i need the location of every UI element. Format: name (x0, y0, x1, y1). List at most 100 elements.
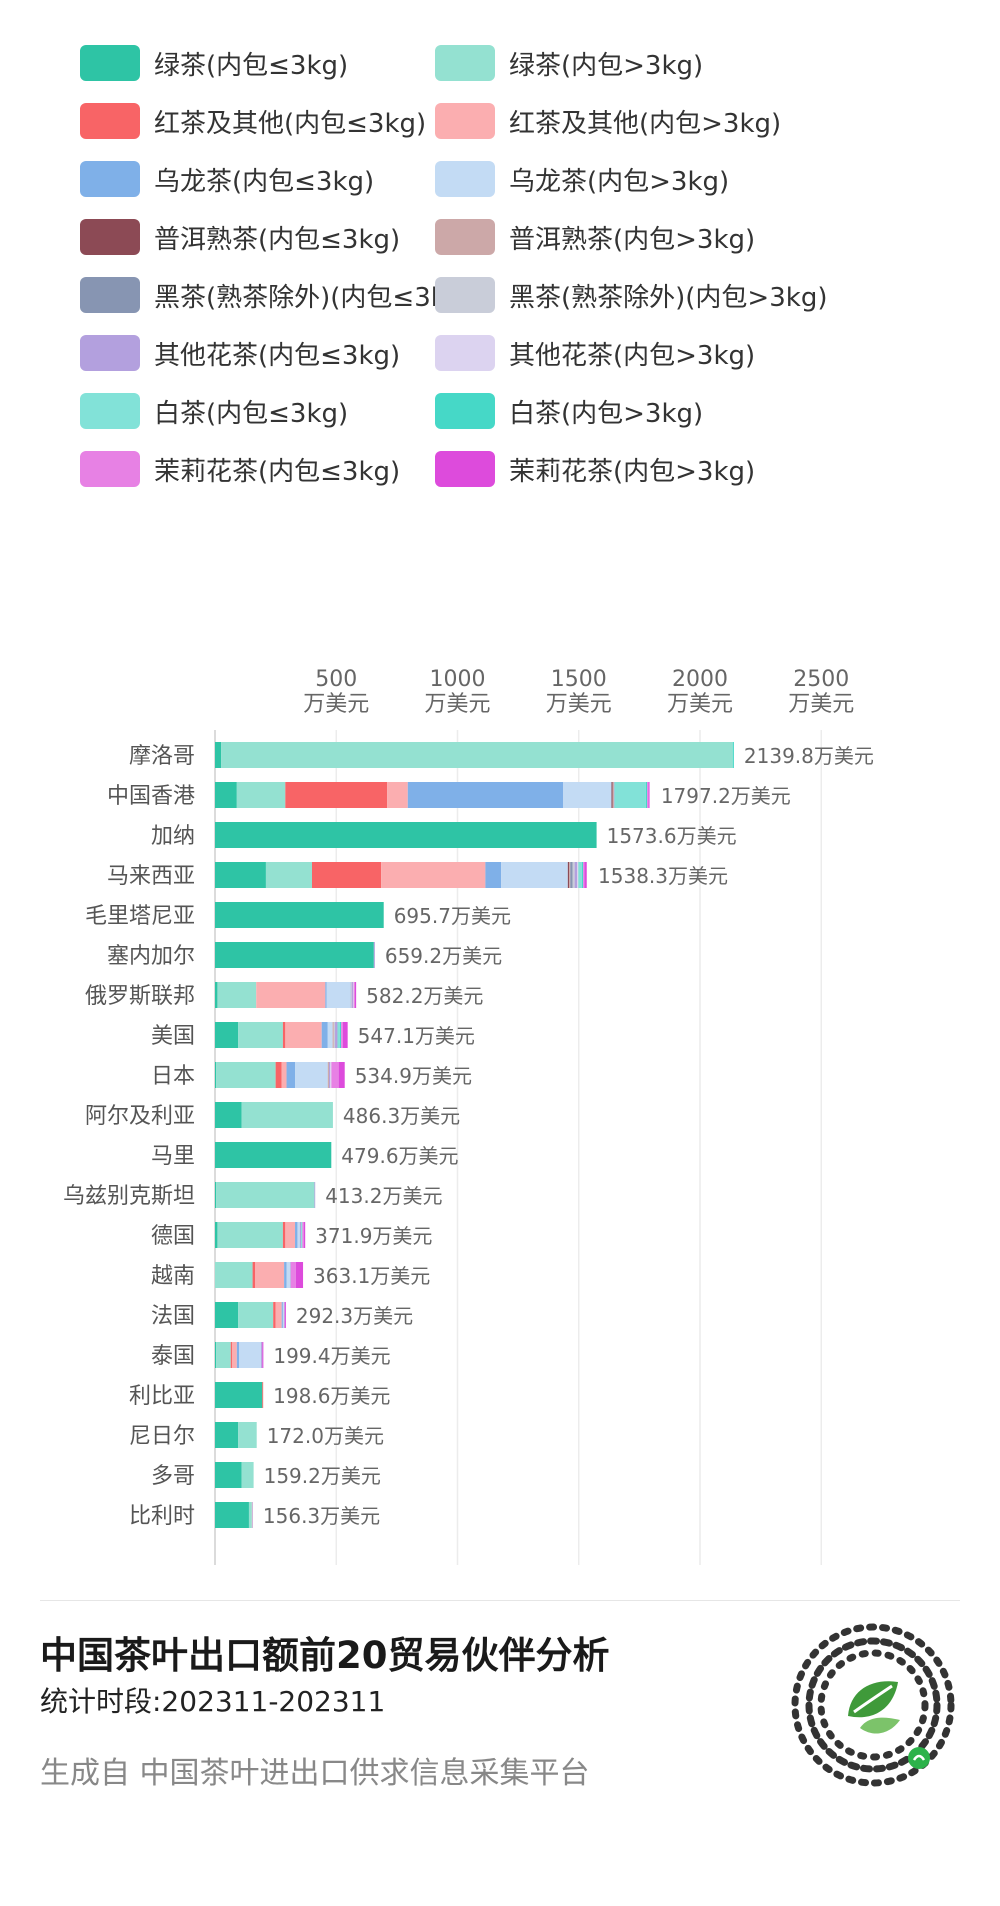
bar-segment (299, 1222, 302, 1248)
bar-segment (647, 782, 649, 808)
bar-segment (215, 862, 266, 888)
bar-segment (262, 1382, 264, 1408)
bar-segment (236, 1342, 240, 1368)
bar-segment (255, 1262, 285, 1288)
source-note: 生成自 中国茶叶进出口供求信息采集平台 (40, 1756, 590, 1791)
value-label: 2139.8万美元 (744, 744, 874, 768)
category-label: 俄罗斯联邦 (85, 984, 195, 1009)
bar-segment (567, 862, 570, 888)
legend-label: 红茶及其他(内包≤3kg) (154, 108, 427, 139)
value-label: 371.9万美元 (315, 1224, 432, 1248)
bar-segment (333, 1022, 336, 1048)
bar-segment (353, 982, 355, 1008)
x-tick-unit: 万美元 (424, 692, 490, 717)
bar-segment (581, 862, 584, 888)
x-tick-label: 1500 (551, 667, 607, 692)
bar-segment (241, 1462, 254, 1488)
value-label: 582.2万美元 (366, 984, 483, 1008)
bar-segment (215, 982, 218, 1008)
legend-item[interactable]: 绿茶(内包≤3kg) (80, 45, 435, 82)
bar-segment (215, 942, 374, 968)
legend-row: 黑茶(熟茶除外)(内包≤3kg) 黑茶(熟茶除外)(内包>3kg) (80, 276, 980, 314)
bar-segment (335, 1022, 338, 1048)
bar-segment (215, 1062, 217, 1088)
legend-item[interactable]: 红茶及其他(内包≤3kg) (80, 103, 435, 140)
bar-segment (215, 1182, 217, 1208)
legend-swatch (435, 335, 495, 371)
bar-segment (282, 1222, 286, 1248)
bar-segment (570, 862, 573, 888)
category-label: 马来西亚 (107, 864, 195, 889)
legend-row: 白茶(内包≤3kg) 白茶(内包>3kg) (80, 392, 980, 430)
legend-item[interactable]: 黑茶(熟茶除外)(内包≤3kg) (80, 277, 472, 314)
legend-item[interactable]: 红茶及其他(内包>3kg) (435, 103, 781, 140)
legend-item[interactable]: 黑茶(熟茶除外)(内包>3kg) (435, 277, 827, 314)
legend-item[interactable]: 其他花茶(内包>3kg) (435, 335, 755, 372)
bar-segment (302, 1222, 304, 1248)
bar-segment (215, 742, 222, 768)
bar-segment (577, 862, 579, 888)
bar-segment (236, 782, 286, 808)
category-label: 加纳 (151, 824, 195, 849)
bar-segment (285, 1022, 322, 1048)
legend-swatch (80, 451, 140, 487)
bar-segment (295, 1062, 328, 1088)
legend-item[interactable]: 乌龙茶(内包≤3kg) (80, 161, 435, 198)
bar-segment (341, 1022, 343, 1048)
value-label: 413.2万美元 (325, 1184, 442, 1208)
legend-label: 茉莉花茶(内包>3kg) (509, 456, 756, 487)
bar-segment (327, 1062, 329, 1088)
bar-segment (338, 1062, 345, 1088)
value-label: 695.7万美元 (394, 904, 511, 928)
chart-legend: 绿茶(内包≤3kg) 绿茶(内包>3kg) 红茶及其他(内包≤3kg) 红茶及其他(内… (80, 44, 980, 508)
bar-segment (215, 1502, 249, 1528)
bar-segment (217, 1222, 283, 1248)
legend-row: 绿茶(内包≤3kg) 绿茶(内包>3kg) (80, 44, 980, 82)
bar-segment (275, 1062, 282, 1088)
bar-segment (290, 1262, 291, 1288)
legend-item[interactable]: 白茶(内包>3kg) (435, 393, 703, 430)
bar-segment (262, 1342, 264, 1368)
legend-item[interactable]: 茉莉花茶(内包>3kg) (435, 451, 755, 488)
legend-item[interactable]: 乌龙茶(内包>3kg) (435, 161, 729, 198)
legend-swatch (435, 451, 495, 487)
legend-swatch (435, 45, 495, 81)
bar-segment (645, 782, 648, 808)
x-tick-label: 1000 (430, 667, 486, 692)
bar-segment (286, 1262, 291, 1288)
legend-swatch (80, 219, 140, 255)
value-label: 292.3万美元 (296, 1304, 413, 1328)
legend-label: 黑茶(熟茶除外)(内包>3kg) (509, 282, 828, 313)
bar-segment (284, 1302, 285, 1328)
bar-segment (216, 1342, 231, 1368)
legend-item[interactable]: 普洱熟茶(内包>3kg) (435, 219, 755, 256)
legend-item[interactable]: 普洱熟茶(内包≤3kg) (80, 219, 435, 256)
stat-period: 统计时段:202311-202311 (40, 1685, 386, 1718)
value-label: 156.3万美元 (263, 1504, 380, 1528)
bar-segment (303, 1222, 306, 1248)
chart-title: 中国茶叶出口额前20贸易伙伴分析 (40, 1634, 610, 1677)
legend-item[interactable]: 茉莉花茶(内包≤3kg) (80, 451, 435, 488)
category-label: 乌兹别克斯坦 (63, 1184, 195, 1209)
bar-segment (285, 782, 388, 808)
legend-item[interactable]: 白茶(内包≤3kg) (80, 393, 435, 430)
legend-label: 其他花茶(内包≤3kg) (154, 340, 401, 371)
category-label: 塞内加尔 (107, 944, 195, 969)
bar-segment (351, 982, 353, 1008)
bar-segment (295, 1262, 304, 1288)
bar-segment (256, 982, 326, 1008)
bar-segment (373, 942, 375, 968)
legend-item[interactable]: 其他花茶(内包≤3kg) (80, 335, 435, 372)
legend-swatch (435, 393, 495, 429)
legend-swatch (80, 277, 140, 313)
category-label: 泰国 (151, 1344, 195, 1369)
legend-item[interactable]: 绿茶(内包>3kg) (435, 45, 703, 82)
bar-segment (231, 1342, 237, 1368)
value-label: 172.0万美元 (267, 1424, 384, 1448)
bar-segment (215, 822, 597, 848)
legend-row: 其他花茶(内包≤3kg) 其他花茶(内包>3kg) (80, 334, 980, 372)
bar-segment (352, 982, 354, 1008)
bar-segment (330, 1062, 332, 1088)
legend-label: 乌龙茶(内包≤3kg) (154, 166, 375, 197)
